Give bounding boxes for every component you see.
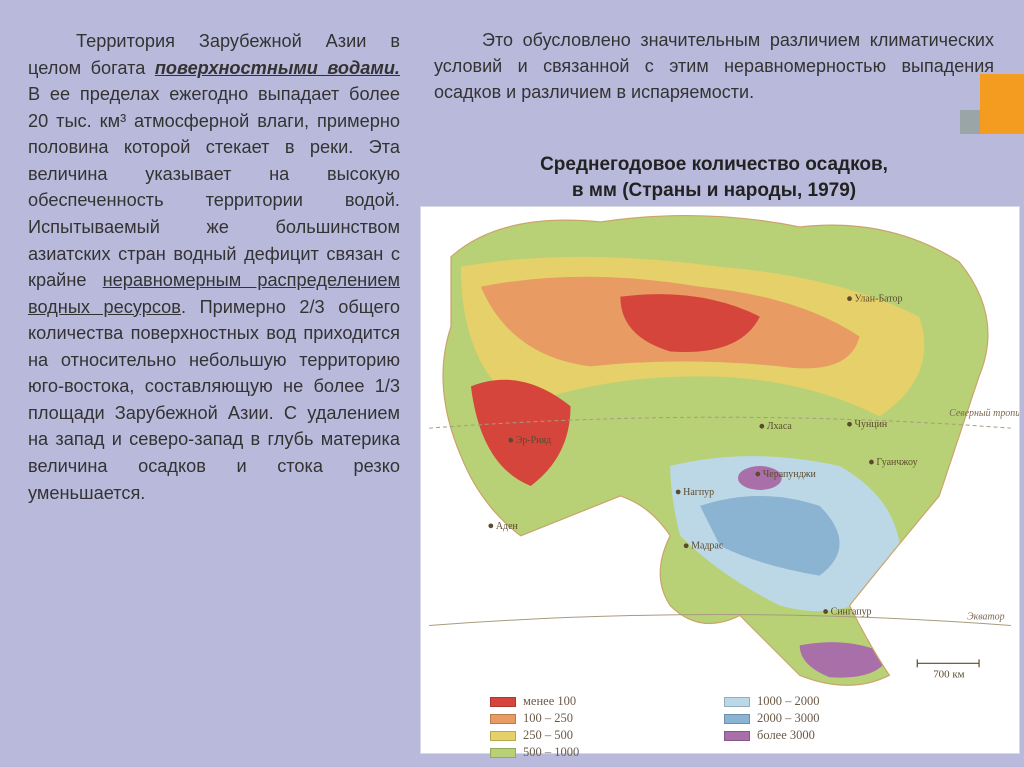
p1-after: В ее пределах ежегодно выпадает более 20… bbox=[28, 84, 400, 290]
city-label: Мадрас bbox=[691, 541, 724, 552]
city-dot bbox=[823, 609, 828, 614]
city-dot bbox=[755, 472, 760, 477]
legend-label: более 3000 bbox=[757, 728, 815, 743]
legend-item: 100 – 250 bbox=[490, 711, 696, 726]
city-label: Лхаса bbox=[767, 421, 793, 432]
scale-label: 700 км bbox=[933, 668, 964, 680]
legend-item: 250 – 500 bbox=[490, 728, 696, 743]
legend-label: 100 – 250 bbox=[523, 711, 573, 726]
city-label: Аден bbox=[496, 521, 519, 532]
legend-label: 2000 – 3000 bbox=[757, 711, 820, 726]
city-dot bbox=[684, 543, 689, 548]
legend-label: 1000 – 2000 bbox=[757, 694, 820, 709]
city-dot bbox=[676, 490, 681, 495]
city-label: Эр-Рияд bbox=[516, 435, 551, 446]
legend-item: 2000 – 3000 bbox=[724, 711, 930, 726]
right-paragraph: Это обусловлено значительным различием к… bbox=[434, 28, 994, 106]
city-label: Гуанчжоу bbox=[876, 457, 917, 468]
city-dot bbox=[847, 296, 852, 301]
p1-tail: . Примерно 2/3 общего количества поверхн… bbox=[28, 297, 400, 503]
title-line2: в мм (Страны и народы, 1979) bbox=[572, 180, 856, 201]
city-label: Черапунджи bbox=[763, 469, 817, 480]
legend-swatch bbox=[724, 714, 750, 724]
city-label: Улан-Батор bbox=[855, 294, 903, 305]
map-svg: Северный тропик Экватор 700 км Улан-Бато… bbox=[421, 207, 1019, 753]
left-paragraph: Территория Зарубежной Азии в целом богат… bbox=[28, 28, 400, 506]
city-dot bbox=[847, 422, 852, 427]
city-label: Нагпур bbox=[683, 487, 714, 498]
legend-label: 250 – 500 bbox=[523, 728, 573, 743]
legend-swatch bbox=[490, 748, 516, 758]
accent-gray bbox=[960, 110, 980, 134]
legend-swatch bbox=[724, 731, 750, 741]
legend-label: 500 – 1000 bbox=[523, 745, 579, 760]
legend-item: 1000 – 2000 bbox=[724, 694, 930, 709]
city-label: Сингапур bbox=[831, 607, 872, 618]
city-dot bbox=[869, 460, 874, 465]
legend-item: 500 – 1000 bbox=[490, 745, 696, 760]
legend-swatch bbox=[724, 697, 750, 707]
map-legend: менее 100 1000 – 2000 100 – 250 2000 – 3000… bbox=[490, 694, 930, 760]
legend-swatch bbox=[490, 697, 516, 707]
legend-swatch bbox=[490, 714, 516, 724]
title-line1: Среднегодовое количество осадков, bbox=[540, 154, 888, 175]
equator-label: Экватор bbox=[967, 611, 1005, 622]
tropic-label: Северный тропик bbox=[949, 408, 1019, 419]
map-title: Среднегодовое количество осадков, в мм (… bbox=[434, 152, 994, 203]
legend-label: менее 100 bbox=[523, 694, 576, 709]
right-paragraph-container: Это обусловлено значительным различием к… bbox=[434, 28, 994, 106]
city-dot bbox=[759, 424, 764, 429]
left-column: Территория Зарубежной Азии в целом богат… bbox=[28, 28, 400, 506]
p1-emphasis: поверхностными водами. bbox=[155, 58, 400, 78]
city-label: Чунцин bbox=[855, 419, 888, 430]
city-dot bbox=[488, 523, 493, 528]
city-dot bbox=[508, 438, 513, 443]
legend-item: более 3000 bbox=[724, 728, 930, 743]
precipitation-map: Северный тропик Экватор 700 км Улан-Бато… bbox=[420, 206, 1020, 754]
legend-item: менее 100 bbox=[490, 694, 696, 709]
legend-swatch bbox=[490, 731, 516, 741]
